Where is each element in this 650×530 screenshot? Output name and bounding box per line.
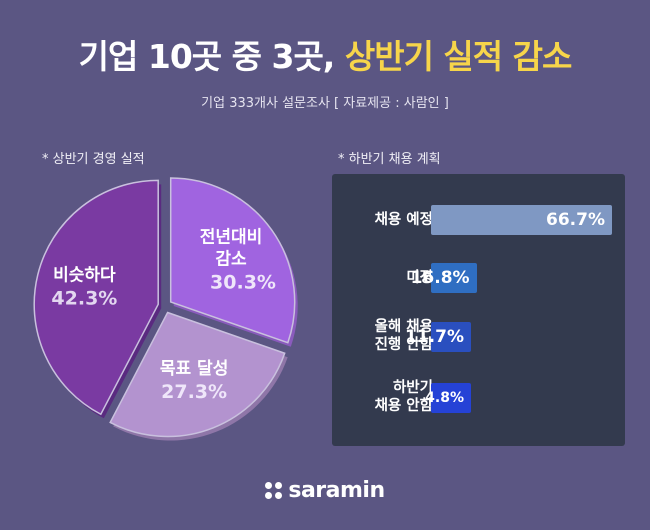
- bar-value: 11.7%: [405, 327, 464, 347]
- bar: 66.7%: [431, 205, 612, 235]
- bar: 16.8%: [411, 263, 477, 293]
- pie-slice: [109, 311, 286, 438]
- pie-slice-value: 27.3%: [161, 381, 227, 403]
- four-dots-icon: [265, 482, 283, 499]
- pie-slice-label: 비슷하다: [53, 266, 116, 286]
- bar-label: 채용 예정: [374, 211, 433, 228]
- bar-chart-panel: 채용 예정 66.7% 미정 16.8% 올해 채용 진행 안함 11.7% 하반기 채용 안함…: [332, 174, 625, 446]
- bar-label: 하반기 채용 안함: [374, 379, 433, 414]
- pie-chart-title: * 상반기 경영 실적: [42, 152, 145, 167]
- bar: 4.8%: [425, 383, 471, 413]
- title-main: 기업 10곳 중 3곳,: [78, 37, 336, 76]
- bar-value: 4.8%: [425, 390, 464, 406]
- bar-label: 미정: [406, 269, 433, 286]
- pie-slice-value: 42.3%: [51, 288, 117, 310]
- pie-slice: [169, 177, 296, 344]
- title-highlight: 상반기 실적 감소: [344, 37, 572, 76]
- pie-slice-label: 감소: [215, 250, 247, 270]
- page-title: 기업 10곳 중 3곳, 상반기 실적 감소: [0, 30, 650, 78]
- pie-slice-label: 전년대비: [200, 228, 263, 248]
- bar-row: 하반기 채용 안함 4.8%: [332, 379, 625, 415]
- bar-value: 16.8%: [410, 268, 470, 288]
- bar-row: 채용 예정 66.7%: [332, 203, 625, 237]
- bar-row: 올해 채용 진행 안함 11.7%: [332, 318, 625, 354]
- bar-value: 66.7%: [546, 210, 605, 230]
- bar: 11.7%: [405, 322, 471, 352]
- saramin-logo: saramin: [0, 478, 650, 503]
- pie-slice-value: 30.3%: [210, 272, 276, 294]
- bar-row: 미정 16.8%: [332, 261, 625, 295]
- bar-chart-title: * 하반기 채용 계획: [338, 152, 441, 167]
- pie-slice-label: 목표 달성: [160, 358, 228, 379]
- logo-text: saramin: [288, 478, 385, 503]
- bar-label: 올해 채용 진행 안함: [374, 318, 433, 353]
- page-subtitle: 기업 333개사 설문조사 [ 자료제공 : 사람인 ]: [201, 96, 449, 111]
- pie-slice: [33, 179, 159, 416]
